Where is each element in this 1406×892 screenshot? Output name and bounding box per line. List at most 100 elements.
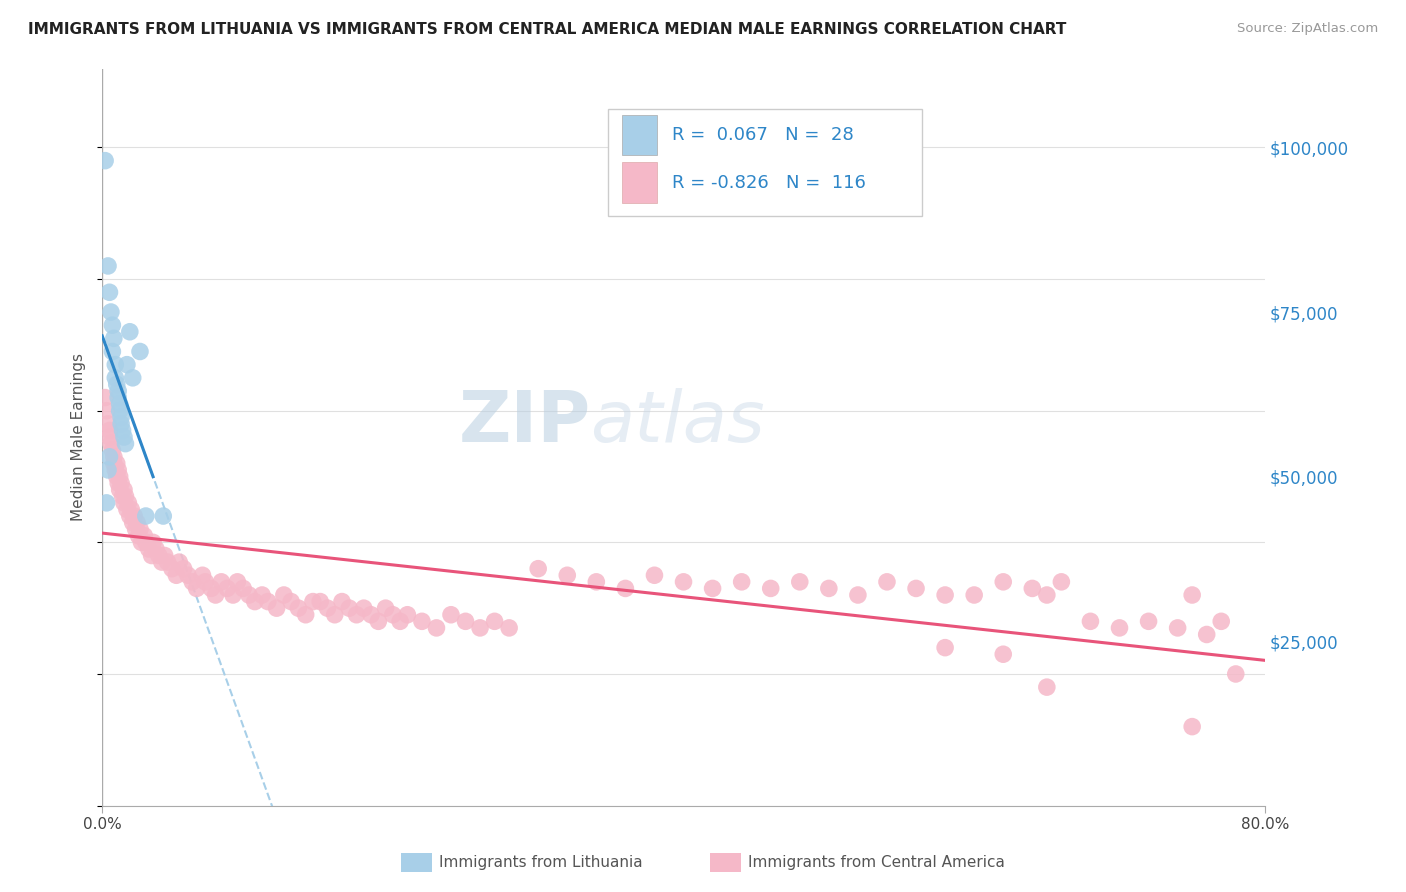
Point — [173, 562, 195, 576]
Point — [112, 496, 135, 510]
Point — [101, 344, 124, 359]
Point — [104, 371, 127, 385]
Point — [381, 607, 404, 622]
Point — [96, 403, 118, 417]
Point — [425, 621, 447, 635]
Point — [411, 615, 433, 629]
Point — [1181, 588, 1204, 602]
Point — [101, 443, 124, 458]
Point — [150, 555, 173, 569]
Text: Source: ZipAtlas.com: Source: ZipAtlas.com — [1237, 22, 1378, 36]
Point — [396, 607, 419, 622]
Point — [110, 410, 132, 425]
Point — [309, 594, 332, 608]
Point — [148, 549, 170, 563]
Point — [156, 555, 179, 569]
Point — [111, 489, 134, 503]
Point — [100, 305, 122, 319]
Point — [105, 377, 128, 392]
Point — [152, 509, 174, 524]
Point — [160, 562, 183, 576]
Point — [114, 489, 136, 503]
Point — [105, 456, 128, 470]
Point — [107, 463, 129, 477]
Point — [200, 582, 222, 596]
Point — [440, 607, 463, 622]
Point — [273, 588, 295, 602]
Point — [993, 647, 1015, 661]
Point — [191, 568, 214, 582]
Point — [204, 588, 226, 602]
Point — [98, 430, 121, 444]
Point — [468, 621, 491, 635]
Point — [117, 496, 139, 510]
Point — [100, 436, 122, 450]
Point — [527, 562, 550, 576]
Point — [129, 522, 152, 536]
Point — [1181, 720, 1204, 734]
Point — [346, 607, 368, 622]
Point — [167, 555, 190, 569]
Point — [115, 358, 138, 372]
Point — [94, 153, 117, 168]
Point — [96, 496, 118, 510]
Point — [643, 568, 665, 582]
Point — [1036, 680, 1059, 694]
Text: IMMIGRANTS FROM LITHUANIA VS IMMIGRANTS FROM CENTRAL AMERICA MEDIAN MALE EARNING: IMMIGRANTS FROM LITHUANIA VS IMMIGRANTS … — [28, 22, 1067, 37]
Point — [389, 615, 412, 629]
Point — [257, 594, 280, 608]
Point — [98, 450, 121, 464]
Point — [232, 582, 254, 596]
Point — [127, 516, 149, 530]
Point — [118, 325, 141, 339]
Point — [145, 541, 167, 556]
Point — [177, 568, 200, 582]
Point — [107, 476, 129, 491]
Point — [128, 529, 150, 543]
Text: Immigrants from Central America: Immigrants from Central America — [748, 855, 1005, 870]
Point — [194, 574, 217, 589]
Point — [337, 601, 360, 615]
Point — [222, 588, 245, 602]
Point — [993, 574, 1015, 589]
Point — [484, 615, 506, 629]
Point — [876, 574, 898, 589]
Point — [367, 615, 389, 629]
Point — [124, 522, 146, 536]
Point — [730, 574, 752, 589]
Point — [1225, 667, 1247, 681]
Point — [110, 476, 132, 491]
Point — [110, 417, 132, 431]
Y-axis label: Median Male Earnings: Median Male Earnings — [72, 353, 86, 521]
Point — [934, 588, 956, 602]
Point — [1167, 621, 1189, 635]
Point — [115, 502, 138, 516]
Point — [153, 549, 176, 563]
Point — [94, 391, 117, 405]
Point — [846, 588, 869, 602]
Point — [118, 509, 141, 524]
Point — [104, 358, 127, 372]
Point — [360, 607, 382, 622]
Point — [186, 582, 208, 596]
Point — [97, 259, 120, 273]
Point — [1036, 588, 1059, 602]
Point — [121, 516, 143, 530]
Point — [1137, 615, 1160, 629]
Point — [287, 601, 309, 615]
Point — [702, 582, 724, 596]
Point — [934, 640, 956, 655]
Point — [1080, 615, 1102, 629]
Point — [243, 594, 266, 608]
Point — [104, 463, 127, 477]
Text: R = -0.826   N =  116: R = -0.826 N = 116 — [672, 174, 866, 192]
Point — [120, 502, 142, 516]
Text: atlas: atlas — [591, 388, 765, 457]
Point — [353, 601, 375, 615]
Point — [112, 430, 135, 444]
Text: Immigrants from Lithuania: Immigrants from Lithuania — [439, 855, 643, 870]
Point — [963, 588, 986, 602]
Point — [131, 535, 153, 549]
Point — [905, 582, 928, 596]
Point — [108, 469, 131, 483]
